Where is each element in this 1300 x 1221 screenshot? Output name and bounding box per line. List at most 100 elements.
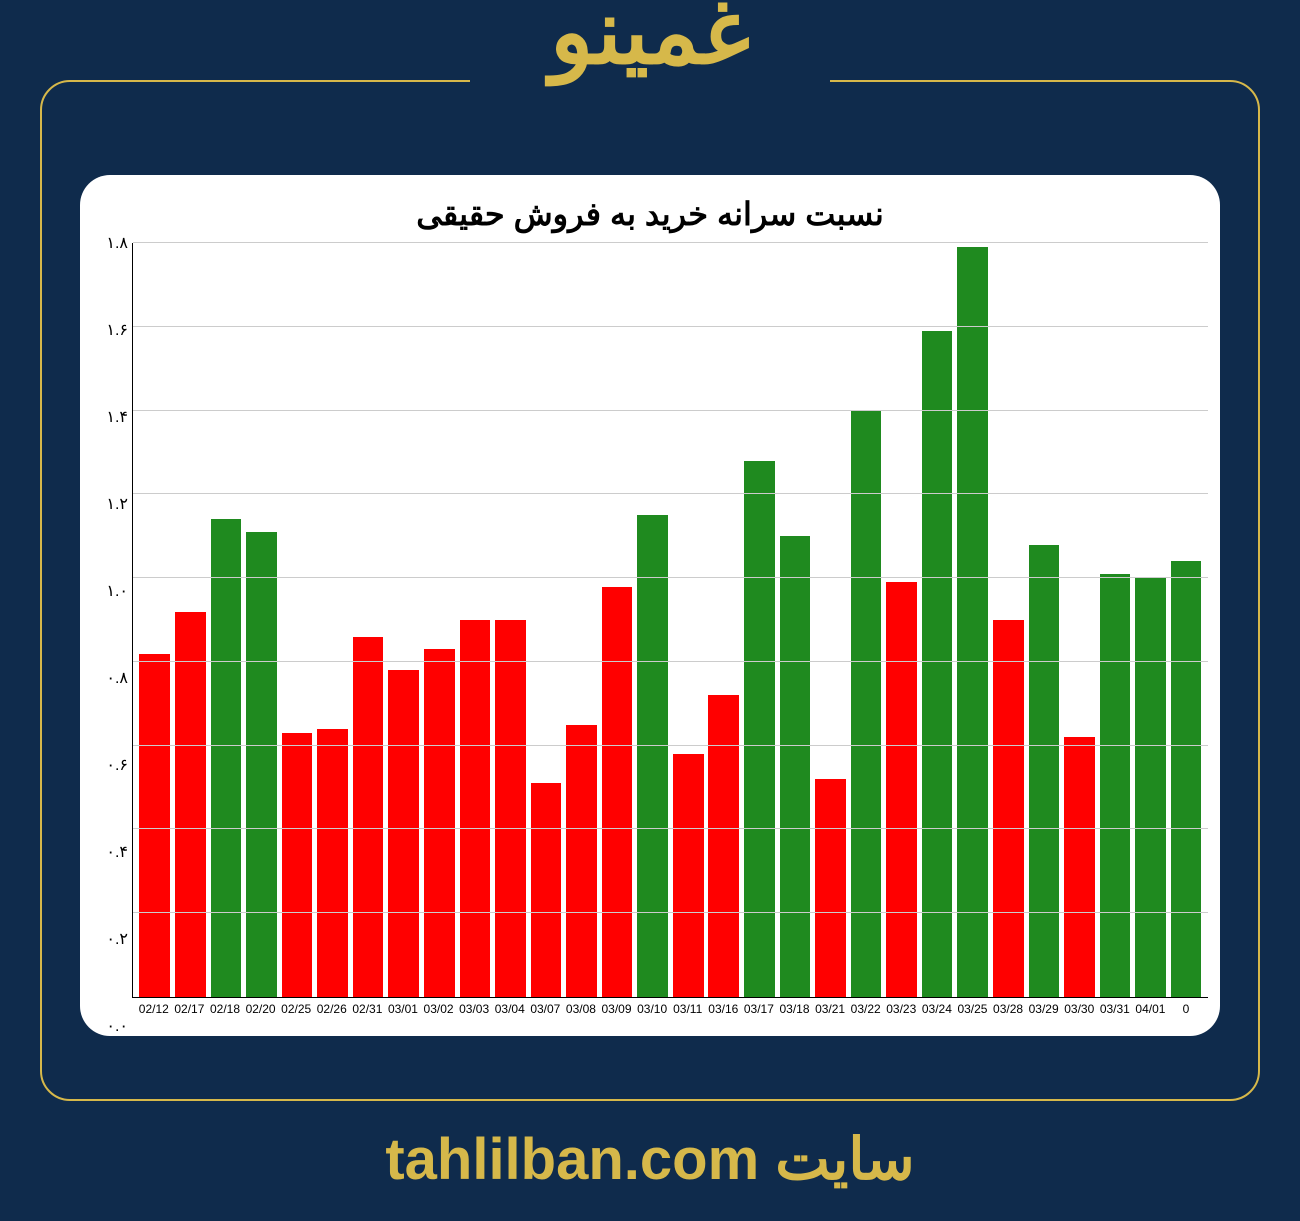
y-tick-label: ۱.۸ [106, 233, 128, 253]
x-tick-label: 03/07 [528, 998, 564, 1026]
y-tick-label: ۱.۲ [106, 494, 128, 514]
x-tick-label: 03/18 [777, 998, 813, 1026]
bar [424, 649, 455, 997]
x-tick-label: 03/16 [706, 998, 742, 1026]
bar [211, 519, 242, 997]
bar [922, 331, 953, 997]
gridline [133, 410, 1208, 411]
y-axis-labels: ۰.۰۰.۲۰.۴۰.۶۰.۸۱.۰۱.۲۱.۴۱.۶۱.۸ [92, 243, 132, 1026]
bar [780, 536, 811, 997]
bar [1100, 574, 1131, 997]
bar-slot [493, 243, 529, 997]
bar-slot [564, 243, 600, 997]
x-tick-label: 03/21 [812, 998, 848, 1026]
x-tick-label: 02/18 [207, 998, 243, 1026]
bar [851, 411, 882, 997]
bar-slot [315, 243, 351, 997]
bar [460, 620, 491, 997]
bar [353, 637, 384, 997]
bar-slot [991, 243, 1027, 997]
bar [993, 620, 1024, 997]
x-tick-label: 03/01 [385, 998, 421, 1026]
page-title: غمینو [0, 0, 1300, 78]
bar [566, 725, 597, 997]
bar [495, 620, 526, 997]
bar-slot [1062, 243, 1098, 997]
bars-container [133, 243, 1208, 997]
x-tick-label: 04/01 [1133, 998, 1169, 1026]
x-tick-label: 03/30 [1061, 998, 1097, 1026]
bar-slot [1026, 243, 1062, 997]
bar [175, 612, 206, 997]
y-tick-label: ۱.۶ [106, 320, 128, 340]
bar [282, 733, 313, 997]
bar-slot [635, 243, 671, 997]
footer-url: tahlilban.com [385, 1127, 759, 1192]
bar-slot [386, 243, 422, 997]
bar [388, 670, 419, 997]
bar-slot [955, 243, 991, 997]
footer-label: سایت [775, 1127, 914, 1192]
y-tick-label: ۰.۲ [106, 929, 128, 949]
x-tick-label: 03/28 [990, 998, 1026, 1026]
bar [637, 515, 668, 997]
bar-slot [1168, 243, 1204, 997]
gridline [133, 912, 1208, 913]
bar [1171, 561, 1202, 997]
bar [246, 532, 277, 997]
bar-slot [1133, 243, 1169, 997]
x-tick-label: 0 [1168, 998, 1204, 1026]
bar-slot [528, 243, 564, 997]
x-tick-label: 03/24 [919, 998, 955, 1026]
x-tick-label: 03/25 [955, 998, 991, 1026]
bar-slot [848, 243, 884, 997]
plot-wrap: ۰.۰۰.۲۰.۴۰.۶۰.۸۱.۰۱.۲۱.۴۱.۶۱.۸ 02/1202/1… [92, 243, 1208, 1026]
bar [531, 783, 562, 997]
bar-slot [1097, 243, 1133, 997]
plot-column: 02/1202/1702/1802/2002/2502/2602/3103/01… [132, 243, 1208, 1026]
bar-slot [884, 243, 920, 997]
bar-slot [457, 243, 493, 997]
x-axis-labels: 02/1202/1702/1802/2002/2502/2602/3103/01… [132, 998, 1208, 1026]
bar [317, 729, 348, 997]
x-tick-label: 02/20 [243, 998, 279, 1026]
x-tick-label: 03/10 [634, 998, 670, 1026]
bar-slot [706, 243, 742, 997]
bar-slot [670, 243, 706, 997]
x-tick-label: 03/02 [421, 998, 457, 1026]
footer-text: سایت tahlilban.com [0, 1125, 1300, 1193]
y-tick-label: ۰.۴ [106, 842, 128, 862]
x-tick-label: 02/12 [136, 998, 172, 1026]
x-tick-label: 03/03 [456, 998, 492, 1026]
plot-area [132, 243, 1208, 998]
bar-slot [813, 243, 849, 997]
y-tick-label: ۱.۴ [106, 407, 128, 427]
y-tick-label: ۱.۰ [106, 581, 128, 601]
bar [1064, 737, 1095, 997]
x-tick-label: 02/31 [350, 998, 386, 1026]
bar-slot [422, 243, 458, 997]
bar [957, 247, 988, 997]
bar-slot [208, 243, 244, 997]
gridline [133, 326, 1208, 327]
gridline [133, 242, 1208, 243]
bar [815, 779, 846, 997]
bar-slot [137, 243, 173, 997]
bar-slot [919, 243, 955, 997]
x-tick-label: 03/29 [1026, 998, 1062, 1026]
y-tick-label: ۰.۶ [106, 755, 128, 775]
bar-slot [350, 243, 386, 997]
x-tick-label: 03/22 [848, 998, 884, 1026]
bar [744, 461, 775, 997]
bar [1029, 545, 1060, 997]
x-tick-label: 03/04 [492, 998, 528, 1026]
chart-card: نسبت سرانه خرید به فروش حقیقی ۰.۰۰.۲۰.۴۰… [80, 175, 1220, 1036]
chart-title: نسبت سرانه خرید به فروش حقیقی [92, 195, 1208, 233]
bar-slot [279, 243, 315, 997]
x-tick-label: 02/17 [172, 998, 208, 1026]
bar-slot [599, 243, 635, 997]
bar [673, 754, 704, 997]
gridline [133, 828, 1208, 829]
x-tick-label: 03/11 [670, 998, 706, 1026]
x-tick-label: 03/09 [599, 998, 635, 1026]
